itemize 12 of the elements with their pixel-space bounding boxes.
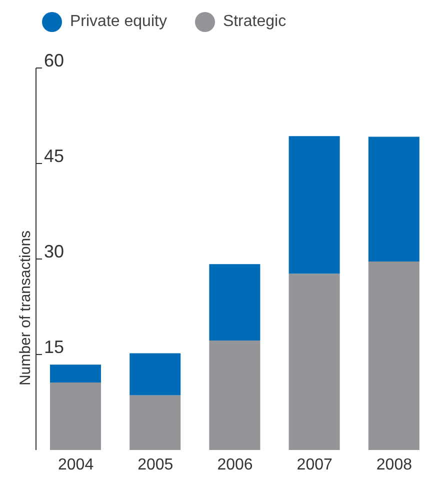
- x-tick-label: 2006: [217, 456, 253, 474]
- x-tick-label: 2007: [296, 456, 332, 474]
- x-tick-label: 2008: [376, 456, 412, 474]
- legend-label: Private equity: [69, 12, 167, 32]
- x-tick-label: 2005: [138, 456, 174, 474]
- x-tick-label: 2004: [58, 456, 94, 474]
- y-tick-label: 15: [44, 336, 64, 357]
- y-tick-label: 45: [44, 146, 64, 166]
- y-tick-label: 30: [44, 241, 64, 262]
- legend-label: Strategic: [222, 12, 286, 32]
- y-axis-title: Number of transactions: [17, 230, 34, 386]
- y-tick-label: 60: [44, 50, 64, 70]
